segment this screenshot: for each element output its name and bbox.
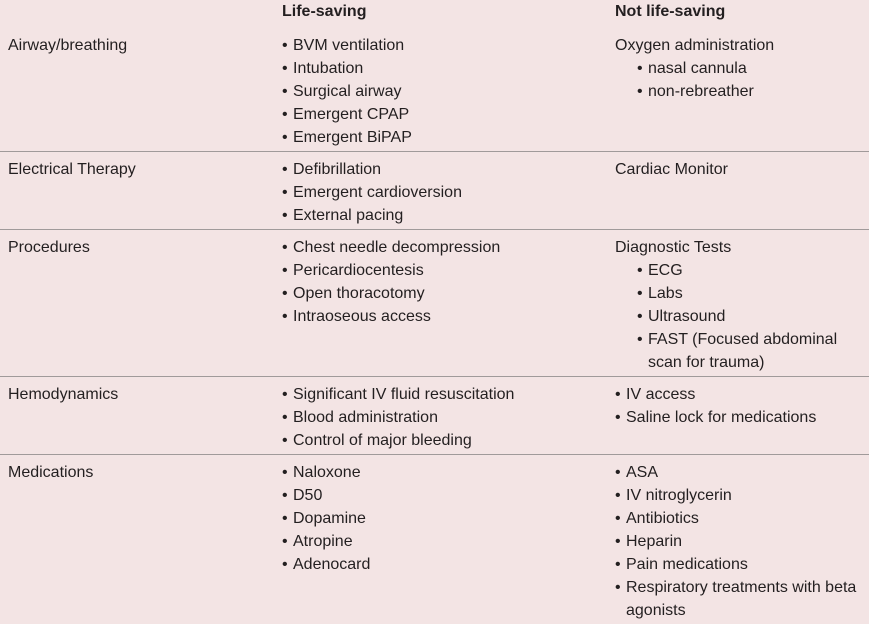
category-cell: Electrical Therapy	[8, 161, 136, 178]
list-item: Pericardiocentesis	[282, 259, 615, 282]
list-item: Intraoseous access	[282, 305, 615, 328]
header-cell: Not life-saving	[615, 3, 726, 20]
bullet-list: Significant IV fluid resuscitationBlood …	[282, 383, 615, 452]
bullet-list: IV accessSaline lock for medications	[615, 383, 865, 429]
table-body: Airway/breathing BVM ventilationIntubatio…	[0, 28, 869, 624]
list-item: External pacing	[282, 204, 615, 227]
life-saving-cell: Significant IV fluid resuscitationBlood …	[282, 383, 615, 452]
bullet-list: ECGLabsUltrasoundFAST (Focused abdominal…	[615, 259, 865, 374]
list-item: Labs	[637, 282, 865, 305]
list-item: Significant IV fluid resuscitation	[282, 383, 615, 406]
table-row: Hemodynamics Significant IV fluid resusci…	[0, 377, 869, 455]
list-item: Pain medications	[615, 553, 865, 576]
list-item: D50	[282, 484, 615, 507]
list-item: IV access	[615, 383, 865, 406]
item-heading: Cardiac Monitor	[615, 161, 728, 178]
list-item: Naloxone	[282, 461, 615, 484]
list-item: Antibiotics	[615, 507, 865, 530]
life-saving-cell: NaloxoneD50DopamineAtropineAdenocard	[282, 461, 615, 622]
list-item: Saline lock for medications	[615, 406, 865, 429]
not-life-saving-cell: Diagnostic Tests ECGLabsUltrasoundFAST (F…	[615, 236, 865, 374]
category-cell: Medications	[8, 464, 94, 481]
list-item: Open thoracotomy	[282, 282, 615, 305]
list-item: Atropine	[282, 530, 615, 553]
bullet-list: DefibrillationEmergent cardioversionExte…	[282, 158, 615, 227]
table-row: Airway/breathing BVM ventilationIntubatio…	[0, 28, 869, 152]
list-item: Dopamine	[282, 507, 615, 530]
not-life-saving-cell: Cardiac Monitor	[615, 158, 865, 227]
list-item: ECG	[637, 259, 865, 282]
bullet-list: NaloxoneD50DopamineAtropineAdenocard	[282, 461, 615, 576]
list-item: Adenocard	[282, 553, 615, 576]
item-heading: Diagnostic Tests	[615, 239, 732, 256]
list-item: Surgical airway	[282, 80, 615, 103]
list-item: non-rebreather	[637, 80, 865, 103]
bullet-list: BVM ventilationIntubationSurgical airway…	[282, 34, 615, 149]
list-item: ASA	[615, 461, 865, 484]
list-item: Ultrasound	[637, 305, 865, 328]
item-heading: Oxygen administration	[615, 37, 775, 54]
list-item: Emergent CPAP	[282, 103, 615, 126]
list-item: Chest needle decompression	[282, 236, 615, 259]
life-saving-cell: DefibrillationEmergent cardioversionExte…	[282, 158, 615, 227]
not-life-saving-cell: Oxygen administration nasal cannulanon-re…	[615, 34, 865, 149]
life-saving-cell: Chest needle decompressionPericardiocent…	[282, 236, 615, 374]
list-item: FAST (Focused abdominal scan for trauma)	[637, 328, 865, 374]
header-row: Life-saving Not life-saving	[0, 0, 869, 28]
list-item: Respiratory treatments with beta agonist…	[615, 576, 865, 622]
not-life-saving-cell: IV accessSaline lock for medications	[615, 383, 865, 452]
category-cell: Hemodynamics	[8, 386, 119, 403]
list-item: Emergent cardioversion	[282, 181, 615, 204]
list-item: Control of major bleeding	[282, 429, 615, 452]
header-cell	[0, 0, 282, 28]
category-cell: Procedures	[8, 239, 90, 256]
list-item: Heparin	[615, 530, 865, 553]
list-item: Defibrillation	[282, 158, 615, 181]
list-item: Emergent BiPAP	[282, 126, 615, 149]
category-cell: Airway/breathing	[8, 37, 128, 54]
list-item: BVM ventilation	[282, 34, 615, 57]
list-item: IV nitroglycerin	[615, 484, 865, 507]
life-saving-cell: BVM ventilationIntubationSurgical airway…	[282, 34, 615, 149]
table-row: Medications NaloxoneD50DopamineAtropineAd…	[0, 455, 869, 624]
list-item: nasal cannula	[637, 57, 865, 80]
table-row: Electrical Therapy DefibrillationEmergent…	[0, 152, 869, 230]
not-life-saving-cell: ASAIV nitroglycerinAntibioticsHeparinPai…	[615, 461, 865, 622]
list-item: Intubation	[282, 57, 615, 80]
header-cell: Life-saving	[282, 3, 367, 20]
table-row: Procedures Chest needle decompressionPeri…	[0, 230, 869, 377]
bullet-list: nasal cannulanon-rebreather	[615, 57, 865, 103]
bullet-list: Chest needle decompressionPericardiocent…	[282, 236, 615, 328]
list-item: Blood administration	[282, 406, 615, 429]
bullet-list: ASAIV nitroglycerinAntibioticsHeparinPai…	[615, 461, 865, 622]
